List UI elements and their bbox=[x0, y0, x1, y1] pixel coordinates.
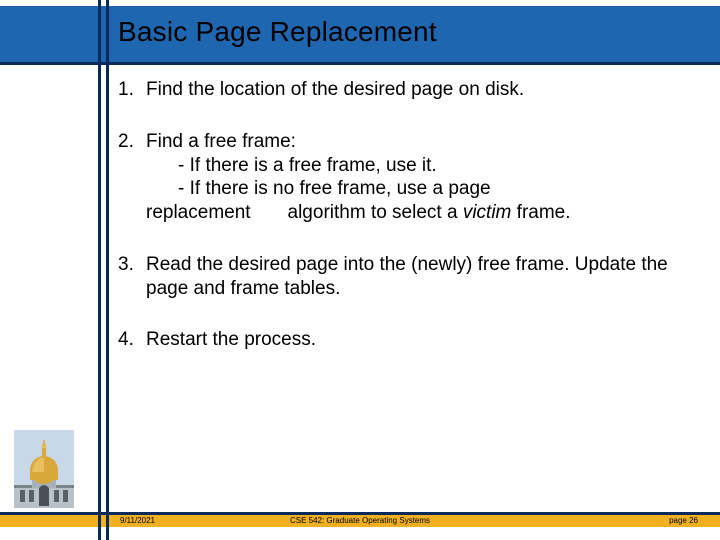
content-area: 1. Find the location of the desired page… bbox=[118, 78, 696, 380]
list-item: 4. Restart the process. bbox=[118, 328, 696, 352]
list-item: 2. Find a free frame: - If there is a fr… bbox=[118, 130, 696, 225]
item-number: 1. bbox=[118, 78, 146, 102]
item-number: 4. bbox=[118, 328, 146, 352]
item-lead: Find a free frame: bbox=[146, 130, 696, 154]
vertical-rule-inner bbox=[106, 0, 109, 540]
sub-line: - If there is a free frame, use it. bbox=[146, 154, 696, 178]
slide-title: Basic Page Replacement bbox=[118, 16, 437, 48]
sub-line: - If there is no free frame, use a page bbox=[146, 177, 696, 201]
tail-text-c: frame. bbox=[511, 202, 570, 223]
sub-tail: replacement algorithm to select a victim… bbox=[146, 201, 696, 225]
item-text: Find the location of the desired page on… bbox=[146, 78, 696, 102]
footer-course: CSE 542: Graduate Operating Systems bbox=[0, 516, 720, 525]
dome-icon bbox=[14, 430, 74, 508]
vertical-rule-outer bbox=[98, 0, 101, 540]
item-text: Restart the process. bbox=[146, 328, 696, 352]
dome-logo bbox=[14, 430, 74, 508]
title-bar-left bbox=[0, 6, 98, 62]
item-text: Read the desired page into the (newly) f… bbox=[146, 253, 696, 301]
footer-page-number: page 26 bbox=[669, 516, 698, 525]
tail-text-b: algorithm to select a bbox=[288, 202, 463, 223]
item-body: Find a free frame: - If there is a free … bbox=[146, 130, 696, 225]
slide: Basic Page Replacement 1. Find the locat… bbox=[0, 0, 720, 540]
list-item: 1. Find the location of the desired page… bbox=[118, 78, 696, 102]
item-number: 2. bbox=[118, 130, 146, 225]
item-number: 3. bbox=[118, 253, 146, 301]
list-item: 3. Read the desired page into the (newly… bbox=[118, 253, 696, 301]
tail-italic: victim bbox=[463, 202, 512, 223]
tail-text-a: replacement bbox=[146, 202, 251, 223]
